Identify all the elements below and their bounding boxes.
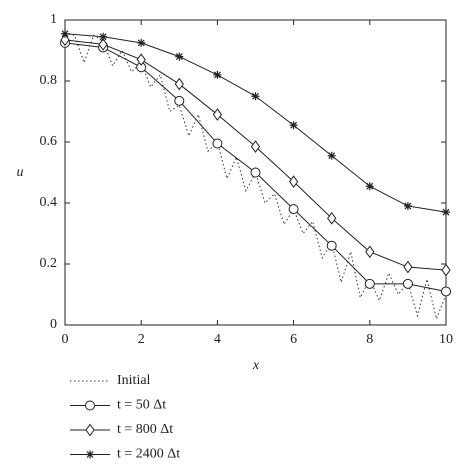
x-tick-label: 6 <box>290 332 297 347</box>
legend-label: t = 800 Δt <box>117 422 173 437</box>
series-line <box>64 42 447 292</box>
y-axis-label: u <box>17 165 24 180</box>
marker <box>441 286 451 297</box>
marker <box>326 240 337 251</box>
marker <box>61 29 69 38</box>
legend-marker <box>85 400 95 411</box>
series-line <box>64 39 447 271</box>
marker <box>251 92 260 101</box>
marker <box>174 77 184 91</box>
marker <box>212 138 223 149</box>
x-tick-label: 2 <box>138 332 145 347</box>
legend-marker <box>86 450 94 459</box>
legend-marker <box>85 423 95 437</box>
marker <box>364 278 375 289</box>
x-tick-label: 4 <box>214 332 221 347</box>
marker <box>99 32 108 41</box>
marker <box>288 204 299 215</box>
y-tick-label: 0 <box>50 317 57 332</box>
marker <box>137 38 146 47</box>
marker <box>403 202 412 211</box>
marker <box>402 278 413 289</box>
marker <box>212 108 223 121</box>
x-tick-label: 0 <box>62 332 69 347</box>
marker <box>327 151 336 160</box>
marker <box>403 260 413 274</box>
y-tick-label: 0.2 <box>40 256 58 271</box>
marker <box>441 263 451 277</box>
y-tick-label: 1 <box>50 12 57 27</box>
marker <box>250 167 261 178</box>
x-tick-label: 8 <box>366 332 373 347</box>
marker <box>288 175 299 189</box>
marker <box>289 121 298 130</box>
legend-label: t = 2400 Δt <box>117 447 180 462</box>
y-tick-label: 0.4 <box>40 195 58 210</box>
series-line <box>64 33 447 213</box>
marker <box>365 182 374 191</box>
legend-label: t = 50 Δt <box>117 398 166 413</box>
x-tick-label: 10 <box>439 332 453 347</box>
marker <box>175 52 184 61</box>
marker <box>60 33 70 47</box>
marker <box>174 95 185 106</box>
plot-frame <box>64 19 447 326</box>
marker <box>442 208 450 217</box>
marker <box>250 140 261 153</box>
y-tick-label: 0.6 <box>40 134 58 149</box>
marker <box>98 38 108 51</box>
y-tick-label: 0.8 <box>40 73 58 88</box>
marker <box>365 245 375 259</box>
marker <box>327 211 337 225</box>
x-axis-label: x <box>252 358 260 373</box>
marker <box>136 53 146 67</box>
legend-label: Initial <box>117 373 151 388</box>
marker <box>213 70 222 79</box>
